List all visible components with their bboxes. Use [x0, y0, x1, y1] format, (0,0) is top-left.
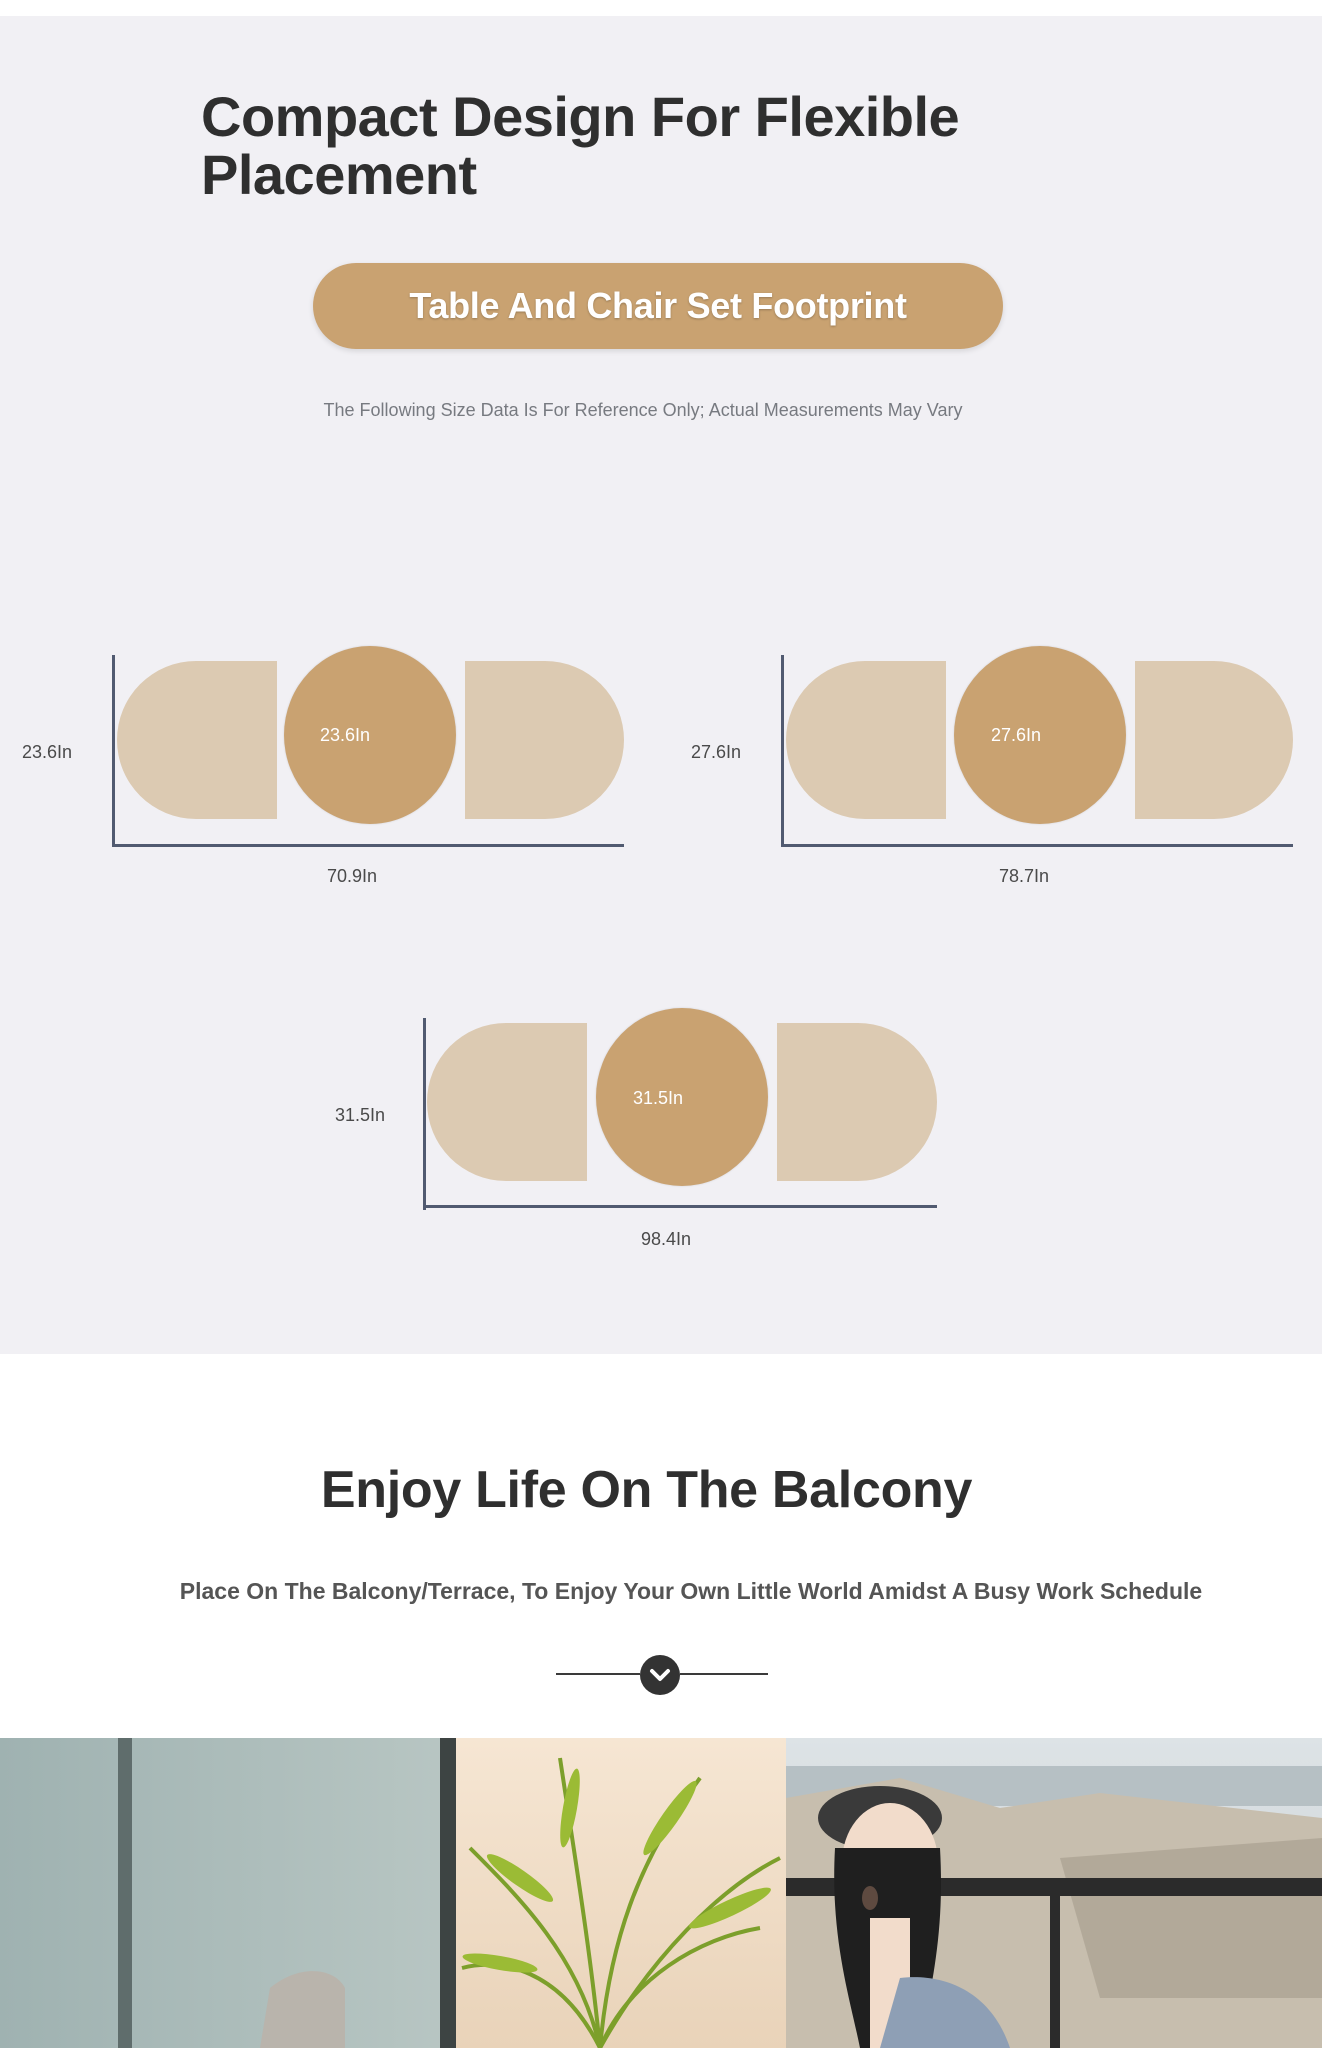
depth-label: 27.6In: [691, 742, 742, 762]
length-axis: [781, 844, 1293, 847]
round-table: [284, 646, 456, 824]
depth-axis: [781, 655, 784, 847]
divider-left: [556, 1673, 640, 1675]
depth-axis: [112, 655, 115, 847]
right-chair: [465, 661, 624, 819]
balcony-lifestyle-photo: [0, 1738, 1322, 2048]
length-label: 78.7In: [999, 866, 1050, 886]
depth-label: 23.6In: [22, 742, 73, 762]
page-title: Compact Design For Flexible Placement: [201, 85, 960, 206]
balcony-section-subtitle: Place On The Balcony/Terrace, To Enjoy Y…: [179, 1578, 1203, 1604]
right-chair: [777, 1023, 937, 1181]
depth-axis: [423, 1018, 426, 1210]
size-disclaimer: The Following Size Data Is For Reference…: [323, 400, 963, 420]
footprint-diagram-small: [112, 646, 624, 847]
top-strip: [0, 0, 1322, 16]
balcony-section-title: Enjoy Life On The Balcony: [320, 1461, 973, 1519]
depth-label: 31.5In: [335, 1105, 386, 1125]
length-axis: [423, 1205, 937, 1208]
left-chair: [427, 1023, 587, 1181]
round-table: [596, 1008, 768, 1186]
chevron-down-icon: [650, 1669, 670, 1681]
footprint-banner: Table And Chair Set Footprint: [313, 263, 1003, 349]
right-chair: [1135, 661, 1293, 819]
round-table: [954, 646, 1126, 824]
length-axis: [112, 844, 624, 847]
footprint-diagram-large: [423, 1008, 937, 1210]
length-label: 70.9In: [327, 866, 378, 886]
table-diameter-label: 23.6In: [320, 725, 371, 745]
scroll-down-button[interactable]: [640, 1655, 680, 1695]
table-diameter-label: 27.6In: [991, 725, 1042, 745]
footprint-banner-label: Table And Chair Set Footprint: [409, 285, 907, 326]
length-label: 98.4In: [641, 1229, 692, 1249]
divider-right: [680, 1673, 768, 1675]
table-diameter-label: 31.5In: [633, 1088, 684, 1108]
left-chair: [786, 661, 946, 819]
footprint-diagram-medium: [781, 646, 1293, 847]
left-chair: [117, 661, 277, 819]
